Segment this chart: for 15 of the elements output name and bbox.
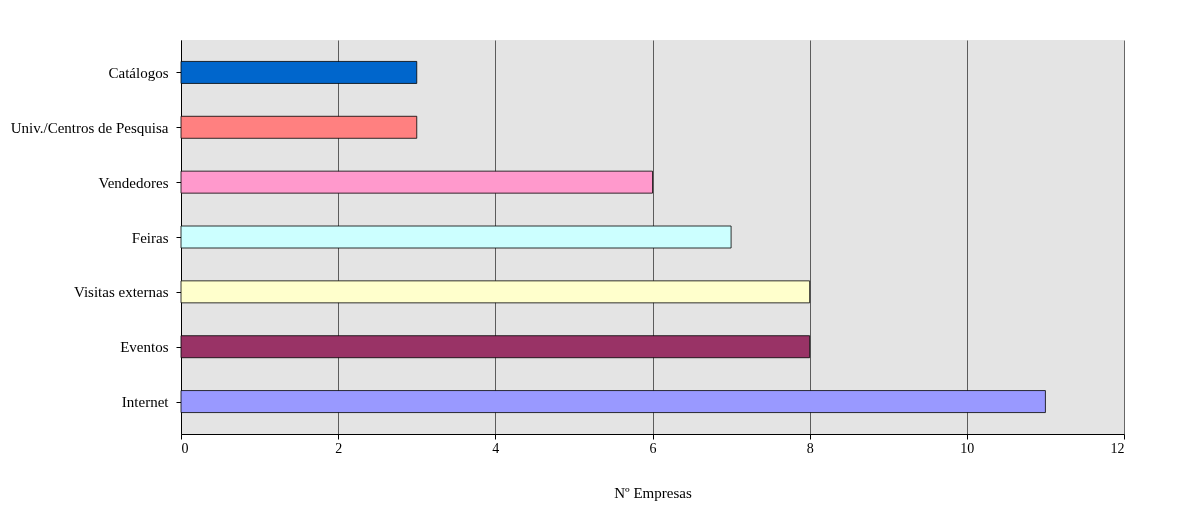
y-tick-label: Univ./Centros de Pesquisa (10, 119, 169, 136)
x-tick-label: 10 (960, 440, 975, 456)
y-tick-label: Feiras (131, 229, 169, 246)
y-tick-label: Visitas externas (74, 284, 169, 301)
y-tick-label: Internet (121, 394, 170, 411)
x-axis-title: Nº Empresas (614, 484, 692, 501)
y-tick-label: Catálogos (108, 64, 169, 81)
x-tick-label: 8 (806, 440, 814, 456)
y-tick-label: Vendedores (98, 174, 169, 191)
x-tick-label: 6 (649, 440, 657, 456)
x-tick-label: 2 (335, 440, 343, 456)
x-tick-label: 12 (1110, 440, 1125, 456)
x-tick-label: 4 (492, 440, 500, 456)
x-tick-label: 0 (181, 440, 189, 456)
y-tick-label: Eventos (120, 339, 169, 356)
